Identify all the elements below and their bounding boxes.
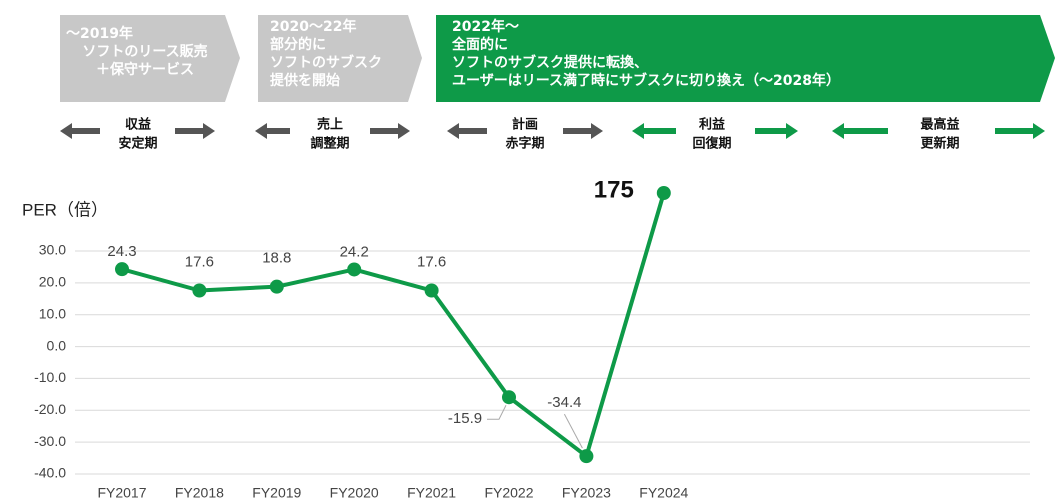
value-label: 17.6	[417, 253, 446, 270]
banner-text: 2020～22年	[270, 18, 356, 35]
marker	[424, 283, 439, 298]
phase-text: 収益	[125, 117, 151, 133]
banner-text: 提供を開始	[270, 72, 340, 89]
marker	[656, 186, 671, 200]
banner-shape	[60, 15, 240, 102]
marker	[502, 390, 516, 405]
banner-text: 2022年～	[452, 18, 519, 35]
marker	[269, 279, 284, 294]
x-tick-label: FY2017	[97, 485, 146, 501]
x-tick-label: FY2022	[484, 485, 533, 501]
y-tick-label: 30.0	[39, 242, 66, 258]
marker	[579, 449, 594, 464]
banner-shape	[258, 15, 422, 102]
y-tick-label: 20.0	[39, 274, 66, 290]
x-tick-label: FY2021	[407, 485, 456, 501]
marker	[115, 262, 129, 277]
phase-arrow	[447, 123, 487, 139]
leader-line	[563, 413, 583, 449]
x-tick-label: FY2023	[562, 485, 611, 501]
banner-text: ソフトのサブスク提供に転換、	[452, 54, 648, 71]
banner-text: ＋保守サービス	[96, 61, 194, 78]
leader-line	[487, 405, 507, 420]
banner-text: ソフトのサブスク	[270, 54, 382, 71]
value-label: 24.3	[107, 243, 136, 260]
banner-shape	[436, 15, 1055, 102]
phase-text: 計画	[512, 117, 538, 133]
value-label: -34.4	[547, 394, 581, 411]
banner-text: ユーザーはリース満了時にサブスクに切り換え（～2028年）	[452, 72, 840, 89]
phase-arrow	[60, 123, 100, 139]
y-axis-label: PER（倍）	[22, 200, 108, 219]
y-tick-label: 0.0	[47, 337, 67, 353]
x-tick-label: FY2019	[252, 485, 301, 501]
phase-arrow	[563, 123, 603, 139]
phase-text: 利益	[699, 117, 725, 133]
y-tick-label: -40.0	[34, 465, 66, 481]
banner-text: 全面的に	[451, 36, 508, 53]
x-tick-label: FY2018	[175, 485, 224, 501]
phase-arrow	[632, 123, 676, 139]
y-tick-label: -30.0	[34, 433, 66, 449]
banner-text: 部分的に	[270, 36, 326, 53]
phase-arrow	[175, 123, 215, 139]
phase-text: 最高益	[920, 117, 959, 133]
marker	[347, 262, 362, 277]
value-label: -15.9	[448, 410, 482, 427]
banner-text: ～2019年	[66, 25, 133, 42]
phase-arrow	[255, 123, 290, 139]
value-label: 18.8	[262, 250, 291, 267]
y-tick-label: -20.0	[34, 401, 66, 417]
phase-arrow	[832, 123, 888, 139]
phase-text: 更新期	[920, 136, 959, 152]
value-label: 175	[594, 176, 634, 203]
phase-text: 赤字期	[505, 136, 544, 152]
phase-text: 売上	[317, 117, 343, 133]
value-label: 24.2	[340, 243, 369, 260]
phase-text: 回復期	[692, 136, 731, 152]
phase-text: 調整期	[310, 136, 349, 152]
phase-arrow	[370, 123, 410, 139]
phase-text: 安定期	[118, 136, 157, 152]
phase-arrow	[995, 123, 1045, 139]
y-tick-label: -10.0	[34, 369, 66, 385]
value-label: 17.6	[185, 253, 214, 270]
line	[121, 192, 666, 459]
phase-arrow	[755, 123, 798, 139]
x-tick-label: FY2024	[639, 485, 688, 501]
marker	[192, 283, 207, 298]
x-tick-label: FY2020	[330, 485, 379, 501]
banner-text: ソフトのリース販売	[82, 43, 207, 60]
y-tick-label: 10.0	[39, 305, 66, 321]
